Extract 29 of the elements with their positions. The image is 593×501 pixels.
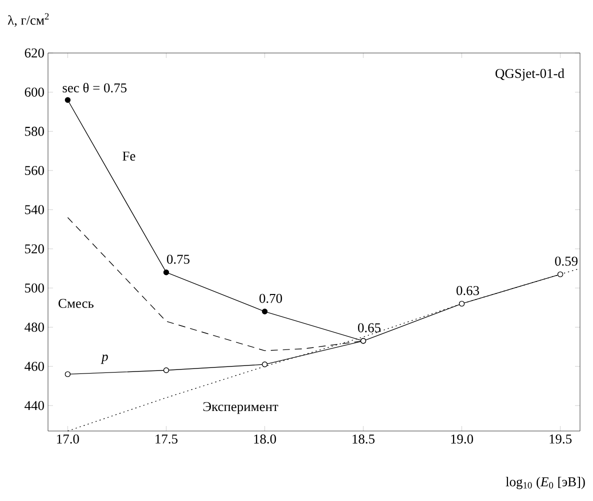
- text: Смесь: [58, 298, 94, 308]
- x-tick-label: 19.0: [451, 434, 474, 444]
- y-tick-label: 480: [24, 322, 44, 332]
- y-tick-label: 600: [24, 88, 44, 97]
- y-tick-label: 560: [25, 166, 44, 176]
- annotation: 0.63: [456, 286, 480, 296]
- x-axis-title: log$_{10}$ (E$_{0}$ [эВ]): [506, 476, 585, 490]
- y-tick-label: 540: [25, 205, 44, 214]
- annotation: QGSjet-01-d: [496, 68, 564, 81]
- x-tick-label: 17.0: [57, 434, 79, 444]
- annotation: 0.75: [166, 254, 190, 264]
- y-tick-label: 620: [24, 48, 44, 58]
- annotation: 0.65: [358, 323, 381, 332]
- y-axis-title: λ, г/см$^{2}$: [8, 13, 49, 27]
- x-tick-label: 18.5: [352, 434, 375, 444]
- y-tick-label: 580: [25, 126, 44, 136]
- x-tick-label: 17.5: [156, 434, 178, 444]
- annotation: 0.59: [555, 256, 578, 266]
- annotation: sec θ = 0.75: [62, 82, 127, 92]
- y-tick-label: 500: [25, 283, 44, 293]
- x-tick-label: 18.0: [254, 434, 276, 444]
- annotation: 0.70: [259, 294, 282, 304]
- y-tick-label: 520: [25, 244, 44, 254]
- x-tick-label: 19.5: [550, 434, 572, 444]
- y-tick-label: 440: [24, 400, 44, 410]
- series-label: Fe: [122, 152, 136, 161]
- series-label: p: [100, 354, 108, 364]
- series-label: Эксперимент: [203, 402, 278, 414]
- y-tick-label: 460: [24, 362, 44, 371]
